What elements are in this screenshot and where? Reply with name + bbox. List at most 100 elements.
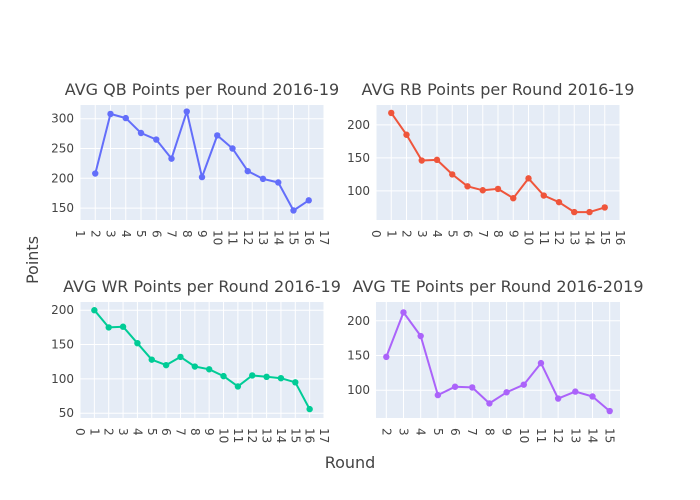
x-tick-label: 0 [369, 230, 383, 238]
x-tick-label: 9 [195, 230, 209, 238]
x-tick-label: 13 [568, 428, 582, 443]
data-point [148, 356, 155, 363]
x-tick-label: 1 [73, 230, 87, 238]
x-tick-label: 5 [145, 428, 159, 436]
x-tick-label: 4 [119, 230, 133, 238]
y-tick-label: 150 [51, 338, 74, 352]
x-tick-label: 11 [537, 230, 551, 245]
x-tick-label: 17 [317, 230, 331, 245]
data-point [606, 407, 613, 415]
x-tick-label: 5 [445, 230, 459, 238]
data-point [198, 173, 206, 181]
data-point [510, 194, 517, 202]
y-tick-label: 150 [347, 151, 370, 165]
data-point [388, 109, 395, 117]
data-point [520, 381, 527, 388]
data-point [229, 145, 236, 152]
data-point [214, 132, 221, 139]
plot-background [376, 302, 620, 418]
data-point [91, 307, 98, 314]
data-point [486, 400, 493, 407]
data-point [122, 114, 129, 122]
data-point [571, 208, 578, 216]
x-tick-label: 12 [552, 230, 566, 245]
data-point [434, 391, 442, 399]
data-point [540, 192, 547, 199]
x-tick-label: 7 [465, 428, 479, 436]
data-point [263, 373, 270, 381]
data-point [134, 339, 141, 347]
x-tick-label: 12 [241, 230, 255, 245]
data-point [383, 353, 390, 361]
data-point [244, 167, 251, 175]
data-point [469, 384, 476, 391]
subplot-title-te: AVG TE Points per Round 2016-2019 [352, 277, 643, 296]
x-tick-label: 13 [256, 230, 270, 245]
x-tick-label: 15 [603, 428, 617, 443]
y-tick-label: 100 [51, 372, 74, 386]
subplot-title-qb: AVG QB Points per Round 2016-19 [65, 80, 339, 99]
x-tick-label: 10 [217, 428, 231, 443]
x-tick-label: 2 [379, 428, 393, 436]
series-line-wr [93, 309, 311, 410]
data-point [259, 175, 267, 183]
x-tick-label: 15 [598, 230, 612, 245]
data-point [292, 379, 299, 386]
data-point [137, 129, 145, 137]
x-tick-label: 15 [288, 428, 302, 443]
data-point [479, 187, 486, 194]
data-point [449, 171, 456, 178]
x-tick-label: 13 [567, 230, 581, 245]
x-tick-label: 7 [173, 428, 187, 436]
data-point [537, 359, 545, 367]
x-tick-label: 9 [506, 230, 520, 238]
x-tick-label: 4 [414, 428, 428, 436]
y-tick-label: 50 [59, 406, 74, 420]
data-point [119, 323, 127, 330]
x-tick-label: 12 [245, 428, 259, 443]
data-point [589, 393, 596, 400]
x-tick-label: 2 [102, 428, 116, 436]
x-tick-label: 8 [491, 230, 505, 238]
x-tick-label: 1 [384, 230, 398, 238]
x-tick-label: 9 [500, 428, 514, 436]
data-point [105, 324, 112, 331]
data-point [234, 383, 242, 390]
data-point [107, 110, 114, 118]
data-point [305, 197, 312, 204]
data-point [92, 170, 99, 177]
data-point [306, 405, 313, 413]
x-tick-label: 15 [287, 230, 301, 245]
x-tick-label: 5 [431, 428, 445, 436]
x-tick-label: 10 [522, 230, 536, 245]
x-tick-label: 7 [165, 230, 179, 238]
x-tick-label: 14 [586, 428, 600, 443]
x-tick-label: 10 [517, 428, 531, 443]
data-point [572, 388, 579, 395]
x-tick-label: 6 [461, 230, 475, 238]
data-point [275, 179, 282, 186]
data-point [400, 309, 407, 316]
data-point [451, 383, 459, 390]
y-tick-label: 200 [347, 118, 370, 132]
x-tick-label: 4 [430, 230, 444, 238]
data-point [503, 389, 510, 396]
data-point [191, 363, 199, 370]
x-tick-label: 16 [302, 230, 316, 245]
x-tick-label: 8 [188, 428, 202, 436]
x-axis-title: Round [325, 453, 376, 472]
y-tick-label: 100 [347, 383, 370, 397]
subplot-te: 2 3 4 5 6 7 8 9 10 11 12 13 14 15 100 150 200 AVG TE Poin… [347, 277, 643, 443]
x-tick-label: 3 [396, 428, 410, 436]
x-tick-label: 11 [534, 428, 548, 443]
y-tick-label: 200 [51, 171, 74, 185]
x-tick-label: 9 [202, 428, 216, 436]
data-point [554, 395, 562, 402]
x-tick-label: 4 [130, 428, 144, 436]
data-point [586, 208, 593, 216]
y-tick-label: 150 [347, 348, 370, 362]
y-tick-label: 300 [51, 112, 74, 126]
data-point [464, 183, 471, 190]
y-tick-label: 200 [51, 303, 74, 317]
